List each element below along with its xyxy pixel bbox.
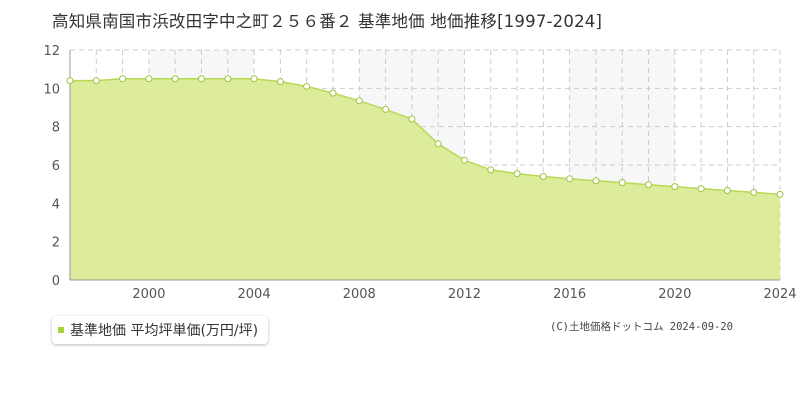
data-point [750, 188, 758, 196]
y-tick-label: 12 [43, 44, 60, 59]
series-line [70, 78, 781, 196]
data-point [618, 179, 626, 187]
data-point [92, 77, 100, 85]
data-point [197, 75, 205, 83]
x-tick-label: 2012 [448, 287, 481, 302]
data-point [697, 185, 705, 193]
data-point [171, 75, 179, 83]
x-tick-label: 2004 [238, 287, 271, 302]
x-tick-label: 2020 [658, 287, 691, 302]
x-tick-label: 2008 [343, 287, 376, 302]
data-point [723, 186, 731, 194]
y-tick-label: 10 [43, 82, 60, 97]
data-point [566, 175, 574, 183]
data-point [66, 77, 74, 85]
legend-marker [58, 327, 64, 333]
legend-label: 基準地価 平均坪単価(万円/坪) [70, 323, 259, 339]
data-point [408, 115, 416, 123]
data-point [224, 75, 232, 83]
y-tick-label: 6 [52, 159, 60, 174]
data-point [434, 140, 442, 148]
chart-title: 高知県南国市浜改田字中之町２５６番２ 基準地価 地価推移[1997-2024] [52, 12, 603, 31]
series-area [70, 78, 780, 280]
data-point [250, 75, 258, 83]
y-tick-label: 4 [52, 197, 60, 212]
data-points [66, 75, 784, 198]
data-point [776, 190, 784, 198]
data-point [145, 75, 153, 83]
data-point [645, 181, 653, 189]
data-point [276, 78, 284, 86]
tick-labels: 0 2 4 6 8 10 12 2000 2004 2008 2012 2016 2020 2024 [43, 44, 796, 302]
y-tick-label: 2 [52, 236, 60, 251]
data-point [513, 170, 521, 178]
y-tick-label: 0 [52, 274, 60, 289]
y-tick-label: 8 [52, 121, 60, 136]
area-layer [70, 78, 781, 280]
data-point [460, 156, 468, 164]
data-point [539, 173, 547, 180]
data-point [671, 183, 679, 191]
x-tick-label: 2016 [553, 287, 586, 302]
data-point [487, 166, 495, 174]
axes [69, 50, 780, 281]
legend: 基準地価 平均坪単価(万円/坪) [52, 316, 269, 344]
data-point [119, 75, 127, 83]
land-price-chart: 0 2 4 6 8 10 12 2000 2004 2008 2012 2016 2020 2024 [43, 44, 796, 302]
data-point [303, 82, 311, 90]
x-tick-label: 2024 [763, 287, 796, 302]
copyright-text: (C)土地価格ドットコム 2024-09-20 [550, 321, 734, 333]
data-point [592, 177, 600, 185]
data-point [382, 105, 390, 113]
data-point [355, 97, 363, 105]
data-point [329, 89, 337, 97]
x-tick-label: 2000 [132, 287, 165, 302]
